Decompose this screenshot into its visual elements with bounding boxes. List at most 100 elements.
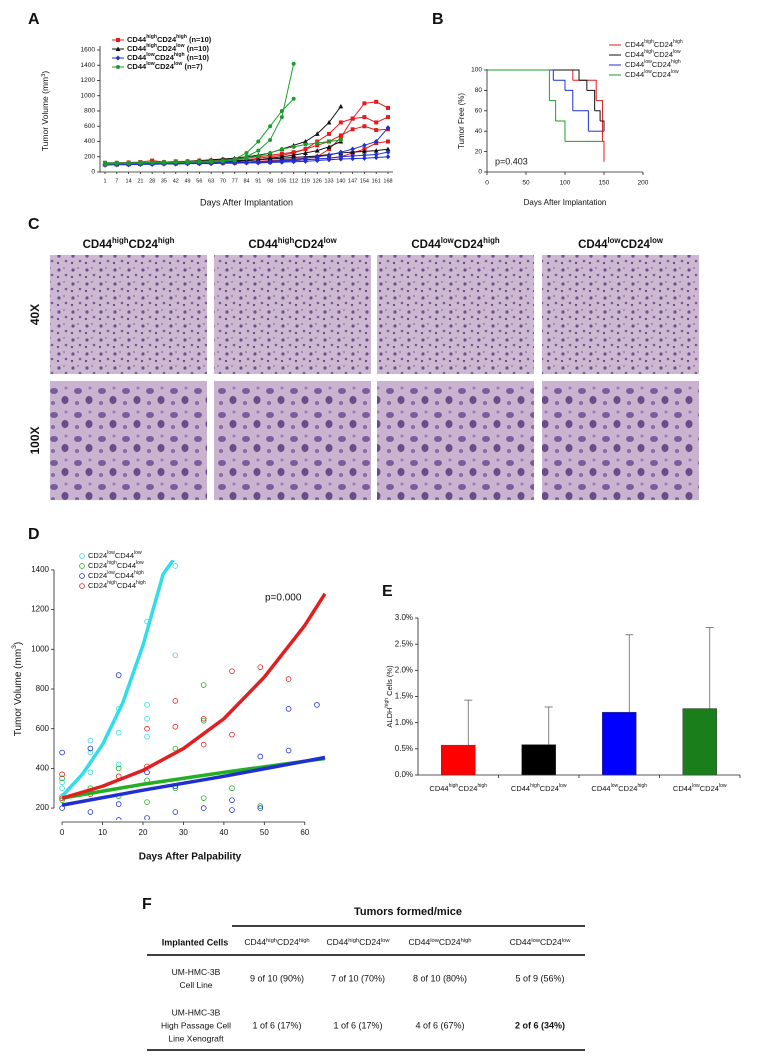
superscript: high: [483, 236, 500, 245]
step-segment: [602, 140, 605, 162]
marker: [291, 152, 297, 158]
fit-curve: [61, 592, 326, 800]
marker: [314, 148, 320, 153]
superscript: low: [607, 236, 621, 245]
marker: [116, 65, 120, 69]
column-header: CD44lowCD24high: [411, 236, 500, 251]
point: [87, 749, 94, 756]
point: [285, 706, 292, 712]
x-tick-label: 100: [560, 180, 571, 187]
x-tick-label: 10: [98, 828, 107, 837]
marker: [268, 150, 273, 155]
superscript: low: [107, 550, 115, 556]
superscript: low: [441, 236, 455, 245]
fit-curve: [61, 755, 326, 807]
point: [229, 807, 235, 813]
y-tick-label: 20: [475, 148, 483, 155]
point: [144, 715, 150, 722]
text-part: CD24: [88, 551, 107, 560]
x-tick-label: 84: [243, 178, 249, 184]
marker: [373, 151, 379, 158]
marker: [303, 139, 308, 144]
legend-label: CD24highCD44high: [88, 580, 146, 590]
marker: [244, 150, 249, 155]
point: [87, 809, 94, 815]
x-tick-label: 161: [372, 178, 381, 184]
step-segment: [565, 89, 574, 111]
marker: [374, 99, 379, 104]
point: [200, 715, 207, 722]
superscript: low: [146, 52, 155, 58]
marker: [385, 149, 391, 155]
y-tick-label: 0.0%: [395, 770, 413, 779]
text-part: CD24: [155, 53, 175, 62]
x-tick-label: 105: [277, 178, 286, 184]
point: [257, 803, 264, 809]
text-part: CD44: [511, 784, 530, 793]
row-label: Cell Line: [179, 980, 212, 990]
superscript: high: [299, 938, 310, 944]
bar: [682, 708, 717, 776]
y-axis-title: Tumor Free (%): [457, 93, 466, 149]
text-part: CD44: [625, 60, 644, 69]
superscript: low: [611, 783, 619, 789]
marker: [362, 115, 367, 120]
step-segment: [555, 120, 566, 142]
fit-curve: [60, 560, 175, 798]
text-part: CD24: [439, 937, 461, 947]
y-tick-label: 1.0%: [395, 718, 413, 727]
marker: [256, 139, 261, 144]
step-segment: [596, 100, 603, 142]
x-axis-title: Days After Implantation: [200, 197, 293, 207]
y-tick-label: 0.5%: [395, 744, 413, 753]
marker: [291, 150, 296, 155]
point: [172, 563, 179, 569]
row-label: High Passage Cell: [161, 1020, 231, 1030]
superscript: low: [174, 61, 183, 67]
x-tick-label: 35: [161, 178, 167, 184]
y-axis-title: Tumor Volume (mm3): [11, 642, 23, 737]
point: [257, 753, 264, 760]
row-label: 100X: [28, 426, 42, 454]
row-label: UM-HMC-3B: [172, 1007, 221, 1017]
step-segment: [572, 110, 589, 132]
marker: [150, 160, 155, 165]
text-part: ): [40, 71, 50, 74]
marker: [279, 115, 284, 120]
cell: 1 of 6 (17%): [333, 1020, 382, 1030]
marker: [209, 158, 214, 163]
text-part: CD24: [654, 40, 673, 49]
marker: [267, 159, 273, 166]
superscript: low: [650, 236, 664, 245]
text-part: CD24: [454, 239, 484, 251]
text-part: CD24: [129, 239, 159, 251]
cell: 9 of 10 (90%): [250, 973, 304, 983]
marker: [291, 144, 296, 149]
marker: [291, 159, 296, 165]
y-tick-label: 100: [471, 67, 482, 74]
x-axis-title: Days After Palpability: [139, 852, 242, 863]
point: [200, 717, 207, 724]
cell: 2 of 6 (34%): [515, 1020, 565, 1030]
point: [229, 785, 235, 792]
x-axis-title: Days After Implantation: [524, 198, 607, 207]
marker: [386, 139, 390, 144]
superscript: low: [324, 236, 338, 245]
marker: [385, 154, 391, 160]
superscript: low: [673, 49, 681, 55]
text-part: CD24: [88, 571, 107, 580]
superscript: high: [449, 783, 459, 789]
row-label: UM-HMC-3B: [172, 967, 221, 977]
point: [144, 725, 150, 732]
text-part: CD44: [578, 239, 608, 251]
text-part: CD24: [88, 581, 107, 590]
superscript: high: [112, 236, 129, 245]
superscript: high: [644, 39, 654, 45]
text-part: CD44: [625, 40, 644, 49]
text-part: CD24: [652, 60, 671, 69]
marker: [338, 133, 343, 138]
column-header: CD44lowCD24low: [578, 236, 664, 251]
cell: 8 of 10 (80%): [413, 973, 467, 983]
text-part: CD24: [359, 937, 381, 947]
